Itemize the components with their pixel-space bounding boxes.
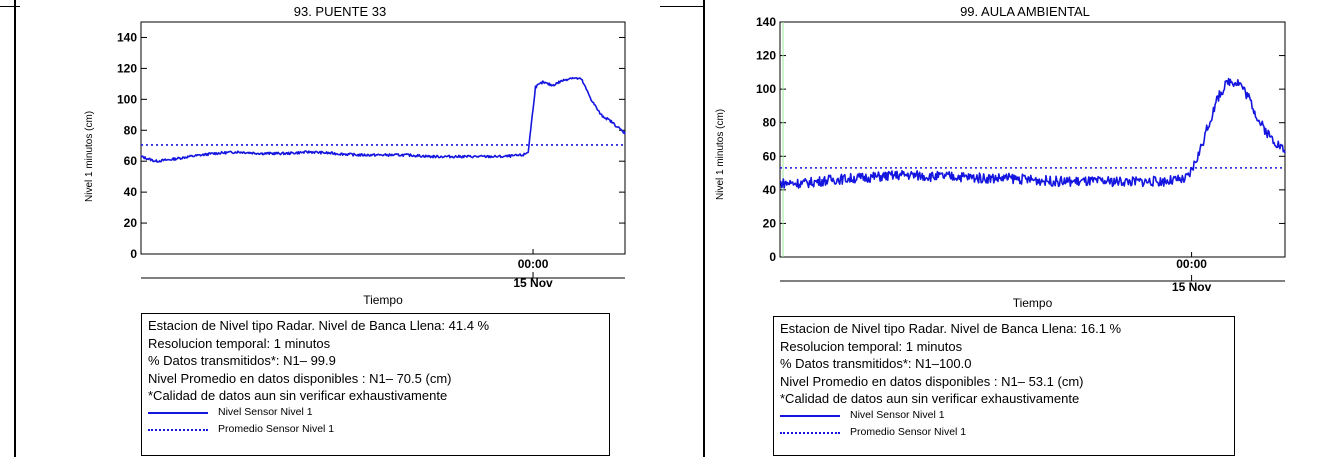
info-box: Estacion de Nivel tipo Radar. Nivel de B… (141, 313, 610, 456)
y-tick-label: 140 (117, 30, 137, 44)
info-box: Estacion de Nivel tipo Radar. Nivel de B… (773, 316, 1235, 456)
legend-entry-nivel: Nivel Sensor Nivel 1 (780, 408, 1228, 425)
info-line-resolucion: Resolucion temporal: 1 minutos (780, 338, 963, 354)
y-tick-label: 60 (763, 149, 777, 163)
legend-dotted-line (148, 429, 208, 431)
y-tick-label: 120 (117, 61, 137, 75)
series-nivel-line (779, 77, 1286, 189)
y-tick-label: 140 (756, 15, 776, 29)
legend-entry-promedio: Promedio Sensor Nivel 1 (148, 422, 603, 439)
y-tick-label: 80 (763, 116, 777, 130)
legend-dotted-line (780, 432, 840, 434)
legend-label: Promedio Sensor Nivel 1 (218, 423, 335, 436)
chart-panel-puente-33: 93. PUENTE 33 0 20 40 60 80 100 120 140 00:00 15 … (20, 0, 660, 457)
chart-svg: 0 20 40 60 80 100 120 140 00:00 15 Nov (756, 15, 1286, 294)
info-line-calidad: *Calidad de datos aun sin verificar exha… (148, 388, 448, 403)
top-border (0, 6, 1343, 7)
y-tick-label: 80 (124, 123, 138, 137)
plot-frame (140, 21, 626, 255)
legend-entry-promedio: Promedio Sensor Nivel 1 (780, 425, 1228, 442)
chart-panel-aula-ambiental: 99. AULA AMBIENTAL 0 20 40 60 80 100 120 140 00:… (705, 0, 1343, 457)
center-divider (703, 0, 705, 457)
y-tick-label: 60 (124, 154, 138, 168)
legend-label: Nivel Sensor Nivel 1 (850, 409, 945, 422)
y-tick-label: 100 (117, 92, 137, 106)
x-date-label: 15 Nov (1172, 280, 1212, 294)
info-line-banca: Estacion de Nivel tipo Radar. Nivel de B… (780, 321, 1122, 336)
y-tick-label: 20 (763, 216, 777, 230)
legend-label: Nivel Sensor Nivel 1 (218, 406, 313, 419)
chart-title: 93. PUENTE 33 (20, 5, 660, 17)
chart-svg: 0 20 40 60 80 100 120 140 00:00 15 Nov (117, 21, 626, 290)
y-tick-label: 0 (769, 250, 776, 264)
info-line-datos: % Datos transmitidos*: N1–100.0 (780, 356, 972, 371)
legend-solid-line (148, 412, 208, 414)
y-tick-label: 40 (124, 185, 138, 199)
x-axis-label: Tiempo (363, 293, 403, 307)
left-border (14, 0, 16, 457)
y-tick-label: 40 (763, 183, 777, 197)
info-line-datos: % Datos transmitidos*: N1– 99.9 (148, 353, 336, 368)
y-tick-label: 20 (124, 216, 138, 230)
y-axis-label: Nivel 1 minutos (cm) (84, 110, 95, 202)
chart-title: 99. AULA AMBIENTAL (705, 5, 1343, 17)
info-line-resolucion: Resolucion temporal: 1 minutos (148, 335, 331, 351)
legend-solid-line (780, 415, 840, 417)
x-axis-label: Tiempo (1012, 296, 1053, 310)
legend-entry-nivel: Nivel Sensor Nivel 1 (148, 405, 603, 422)
y-axis-label: Nivel 1 minutos (cm) (715, 108, 726, 200)
x-date-label: 15 Nov (513, 276, 553, 290)
y-tick-label: 120 (756, 49, 776, 63)
info-line-promedio: Nivel Promedio en datos disponibles : N1… (780, 373, 1084, 389)
series-nivel-line (140, 76, 626, 163)
info-line-promedio: Nivel Promedio en datos disponibles : N1… (148, 370, 452, 386)
y-tick-label: 100 (756, 82, 776, 96)
info-line-calidad: *Calidad de datos aun sin verificar exha… (780, 391, 1080, 406)
x-tick-label: 00:00 (518, 257, 549, 271)
y-tick-label: 0 (130, 247, 137, 261)
x-tick-label: 00:00 (1176, 257, 1207, 271)
plot-frame (779, 21, 1286, 258)
legend-label: Promedio Sensor Nivel 1 (850, 426, 967, 439)
info-line-banca: Estacion de Nivel tipo Radar. Nivel de B… (148, 318, 490, 333)
